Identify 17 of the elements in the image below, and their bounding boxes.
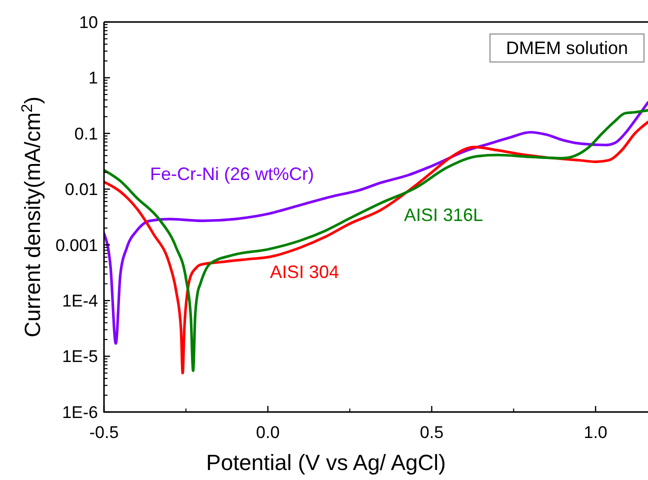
x-tick-label: 0.0 [256, 423, 280, 442]
annotation: DMEM solution [506, 38, 628, 58]
y-tick-label: 1 [88, 68, 98, 88]
y-tick-label: 1E-5 [62, 347, 98, 366]
x-tick-label: -0.5 [89, 423, 119, 442]
x-tick-label: 0.5 [420, 423, 444, 442]
series-label: AISI 304 [270, 262, 340, 282]
y-tick-label: 1E-6 [62, 402, 98, 422]
y-tick-label: 1E-4 [62, 292, 98, 311]
y-tick-label: 0.001 [55, 236, 98, 255]
series-label: AISI 316L [404, 205, 484, 225]
y-tick-label: 0.01 [64, 180, 98, 200]
x-tick-label: 1.0 [584, 423, 608, 442]
y-tick-label: 0.1 [74, 124, 98, 144]
y-tick-label: 10 [79, 12, 98, 32]
x-axis-title: Potential (V vs Ag/ AgCl) [206, 450, 446, 475]
series-label: Fe-Cr-Ni (26 wt%Cr) [150, 164, 314, 184]
